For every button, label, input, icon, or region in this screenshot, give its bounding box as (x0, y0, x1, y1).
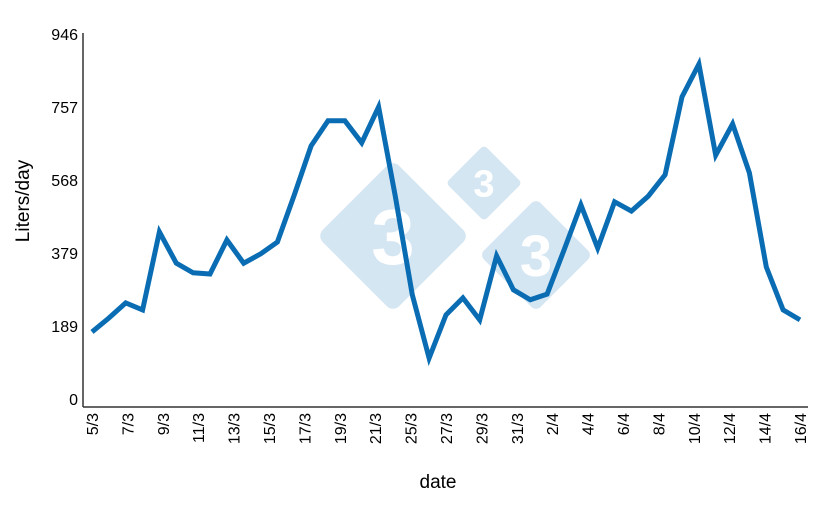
x-tick-label: 27/3 (439, 413, 456, 444)
y-axis-title: Liters/day (13, 159, 34, 242)
y-tick-label: 946 (51, 27, 78, 44)
y-tick-label: 189 (51, 319, 78, 336)
x-tick-label: 4/4 (581, 413, 598, 435)
x-tick-label: 15/3 (262, 413, 279, 444)
x-tick-label: 2/4 (545, 413, 562, 435)
x-tick-label: 21/3 (368, 413, 385, 444)
x-tick-label: 6/4 (616, 413, 633, 435)
y-tick-label: 0 (69, 392, 78, 409)
y-tick-labels: 0 189 379 568 757 946 (51, 27, 78, 409)
x-tick-label: 5/3 (85, 413, 102, 435)
watermark-diamond (447, 146, 521, 220)
x-tick-label: 8/4 (651, 413, 668, 435)
watermark-glyph: 3 (473, 164, 494, 206)
x-tick-label: 7/3 (120, 413, 137, 435)
x-tick-label: 9/3 (156, 413, 173, 435)
x-tick-label: 12/4 (722, 413, 739, 444)
x-tick-label: 17/3 (297, 413, 314, 444)
watermark-logo: 333 (320, 146, 590, 309)
y-tick-label: 568 (51, 173, 78, 190)
x-tick-label: 31/3 (510, 413, 527, 444)
data-line (90, 56, 802, 367)
watermark-glyph: 3 (520, 224, 552, 289)
x-tick-label: 29/3 (474, 413, 491, 444)
watermark-diamond (320, 163, 466, 309)
x-tick-label: 25/3 (404, 413, 421, 444)
x-tick-labels: 5/3 7/3 9/3 11/3 13/3 15/3 17/3 19/3 21/3 25/3 27/… (85, 413, 810, 444)
y-tick-label: 379 (51, 246, 78, 263)
x-axis-title: date (420, 472, 457, 493)
x-tick-label: 10/4 (687, 413, 704, 444)
x-tick-label: 14/4 (758, 413, 775, 444)
y-tick-label: 757 (51, 100, 78, 117)
x-tick-label: 19/3 (333, 413, 350, 444)
x-tick-label: 13/3 (227, 413, 244, 444)
x-tick-label: 16/4 (793, 413, 810, 444)
x-tick-label: 11/3 (191, 413, 208, 443)
